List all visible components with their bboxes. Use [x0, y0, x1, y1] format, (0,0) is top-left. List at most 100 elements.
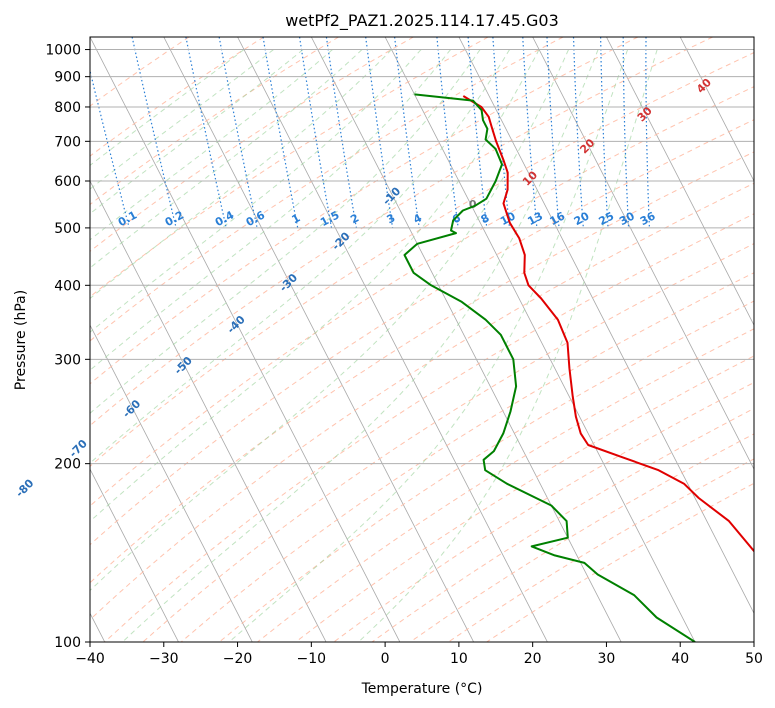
freezing-label: 0 — [469, 198, 477, 211]
isotherm-line — [237, 37, 548, 642]
mixing-ratio-line — [185, 37, 227, 229]
moist-adiabat-line — [228, 49, 629, 642]
mixing-ratio-line — [299, 37, 333, 229]
x-tick-label: −30 — [149, 651, 179, 667]
mixing-ratio-label: 25 — [597, 209, 617, 228]
isotherm-label: -50 — [172, 354, 195, 377]
x-axis-title: Temperature (°C) — [361, 681, 483, 697]
dry-adiabat-line — [90, 37, 564, 342]
mixing-ratio-label: 0.6 — [244, 208, 268, 229]
dry-adiabat-label: 40 — [694, 76, 714, 96]
x-tick-label: 30 — [598, 651, 616, 667]
moist-adiabat-line — [90, 49, 304, 215]
dry-adiabat-line — [104, 213, 754, 642]
x-tick-label: 0 — [381, 651, 390, 667]
dry-adiabat-line — [333, 381, 754, 642]
isotherm-line — [163, 37, 475, 642]
dry-adiabat-line — [90, 37, 414, 252]
mixing-ratio-line — [325, 37, 357, 229]
y-axis-ticks: 100 200 300 400 500 600 700 800 900 1000 — [45, 43, 90, 651]
x-tick-label: 20 — [524, 651, 542, 667]
y-tick-label: 500 — [54, 221, 81, 237]
dry-adiabat-label: 10 — [520, 168, 540, 188]
sounding-profiles — [403, 93, 754, 642]
dry-adiabat-line — [90, 182, 754, 621]
y-tick-label: 700 — [54, 134, 81, 150]
mixing-ratio-label: 13 — [525, 209, 545, 228]
y-tick-label: 400 — [54, 278, 81, 294]
isotherm-line — [310, 37, 622, 642]
chart-title: wetPf2_PAZ1.2025.114.17.45.G03 — [285, 11, 559, 31]
mixing-ratio-label: 2 — [348, 211, 361, 226]
dry-adiabat-line — [90, 37, 489, 298]
moist-adiabat-line — [90, 49, 451, 371]
moist-adiabat-line — [90, 49, 274, 190]
dry-adiabat-label: 20 — [577, 136, 597, 156]
isotherm-line — [384, 37, 696, 642]
moist-adiabat-line — [90, 49, 511, 464]
mixing-ratio-label: 20 — [572, 209, 592, 228]
dewpoint-profile — [403, 93, 696, 642]
x-axis-ticks: −40 −30 −20 −10 0 10 20 30 40 50 — [75, 642, 763, 667]
dry-adiabat-line — [486, 482, 754, 642]
dry-adiabat-line — [90, 37, 713, 427]
dry-adiabat-line — [90, 37, 190, 107]
x-tick-label: −10 — [297, 651, 327, 667]
mixing-ratio-line — [436, 37, 459, 228]
moist-adiabat-line — [90, 49, 392, 300]
isotherm-line — [90, 37, 401, 642]
moist-adiabat-line — [90, 49, 570, 592]
x-tick-label: 10 — [450, 651, 468, 667]
isotherm-line — [90, 324, 253, 642]
dry-adiabat-line — [218, 300, 754, 642]
mixing-ratio-line — [394, 37, 420, 228]
isotherm-line — [458, 37, 754, 615]
y-tick-label: 600 — [54, 174, 81, 190]
mixing-ratio-line — [365, 37, 394, 228]
isotherm-line — [606, 37, 754, 326]
x-tick-label: −40 — [75, 651, 105, 667]
mixing-ratio-label: 16 — [548, 209, 568, 228]
dry-adiabat-line — [90, 37, 639, 385]
moist-adiabat-line — [90, 49, 245, 167]
dry-adiabat-line — [90, 119, 754, 546]
moist-adiabat-line — [122, 49, 599, 642]
moist-adiabat-line — [90, 49, 333, 241]
isotherm-line — [90, 468, 179, 642]
mixing-ratio-labels: 0.1 0.2 0.4 0.6 1 1.5 2 3 4 6 8 10 13 16 20 25 30 36 — [116, 208, 658, 229]
isotherm-line — [90, 180, 327, 642]
mixing-ratio-label: 4 — [411, 211, 424, 226]
mixing-ratio-line — [218, 37, 258, 229]
isotherm-label: -60 — [120, 397, 143, 420]
dry-adiabat-line — [90, 86, 754, 507]
isotherm-labels: -100-90-80-70-60-50-40-30-20-10 — [13, 184, 403, 500]
x-tick-label: 40 — [671, 651, 689, 667]
mixing-ratio-label: 0.4 — [213, 208, 237, 229]
y-tick-label: 100 — [54, 635, 81, 651]
moist-adiabat-line — [90, 49, 540, 523]
mixing-ratio-label: 30 — [617, 209, 637, 228]
dry-adiabat-line — [409, 433, 754, 642]
isotherm-line — [532, 37, 754, 471]
isotherm-line — [753, 37, 754, 38]
mixing-ratio-line — [600, 37, 609, 228]
mixing-ratio-label: 3 — [385, 211, 398, 226]
pressure-grid — [90, 49, 754, 642]
y-axis-title: Pressure (hPa) — [13, 290, 29, 390]
isotherm-label: -20 — [329, 229, 352, 252]
isotherm-line — [679, 37, 754, 182]
dry-adiabat-line — [448, 458, 754, 642]
y-tick-label: 200 — [54, 457, 81, 473]
isotherm-label: -40 — [225, 313, 248, 336]
isotherm-label: -30 — [277, 271, 300, 294]
dry-adiabat-line — [257, 328, 754, 642]
y-tick-label: 900 — [54, 70, 81, 86]
y-tick-label: 800 — [54, 100, 81, 116]
mixing-ratio-line — [467, 37, 488, 228]
dry-adiabat-line — [180, 272, 754, 642]
mixing-ratio-line — [622, 37, 630, 228]
background-reference-lines — [90, 37, 754, 642]
mixing-ratio-line — [645, 37, 650, 228]
